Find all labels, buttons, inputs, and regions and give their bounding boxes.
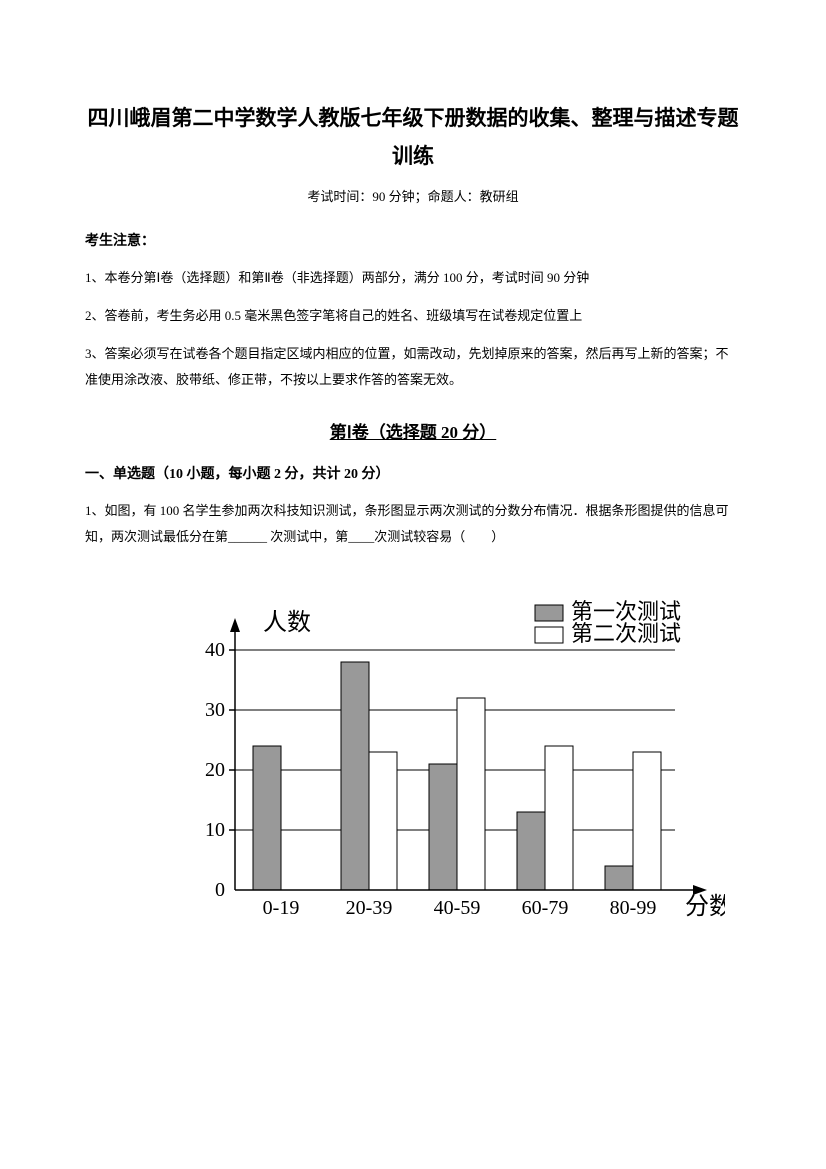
notice-item-1: 1、本卷分第Ⅰ卷（选择题）和第Ⅱ卷（非选择题）两部分，满分 100 分，考试时间…: [85, 265, 741, 291]
svg-text:分数: 分数: [685, 893, 725, 920]
svg-text:80-99: 80-99: [610, 897, 657, 919]
document-title: 四川峨眉第二中学数学人教版七年级下册数据的收集、整理与描述专题训练: [85, 100, 741, 176]
svg-text:40-59: 40-59: [434, 897, 481, 919]
svg-text:0-19: 0-19: [263, 897, 300, 919]
svg-text:40: 40: [205, 639, 225, 661]
svg-text:20-39: 20-39: [346, 897, 393, 919]
svg-text:10: 10: [205, 819, 225, 841]
svg-text:60-79: 60-79: [522, 897, 569, 919]
question-section-heading: 一、单选题（10 小题，每小题 2 分，共计 20 分）: [85, 463, 741, 483]
svg-text:人数: 人数: [263, 609, 311, 636]
question-1-text: 1、如图，有 100 名学生参加两次科技知识测试，条形图显示两次测试的分数分布情…: [85, 498, 741, 550]
notice-item-2: 2、答卷前，考生务必用 0.5 毫米黑色签字笔将自己的姓名、班级填写在试卷规定位…: [85, 303, 741, 329]
document-subtitle: 考试时间：90 分钟；命题人：教研组: [85, 186, 741, 205]
notice-item-3: 3、答案必须写在试卷各个题目指定区域内相应的位置，如需改动，先划掉原来的答案，然…: [85, 341, 741, 393]
notice-heading: 考生注意：: [85, 230, 741, 250]
svg-text:第二次测试: 第二次测试: [571, 621, 681, 646]
svg-text:0: 0: [215, 879, 225, 901]
bar-chart: 1020304000-1920-3940-5960-7980-99人数分数第一次…: [165, 580, 725, 940]
svg-text:30: 30: [205, 699, 225, 721]
svg-text:20: 20: [205, 759, 225, 781]
section-1-title: 第Ⅰ卷（选择题 20 分）: [85, 418, 741, 443]
